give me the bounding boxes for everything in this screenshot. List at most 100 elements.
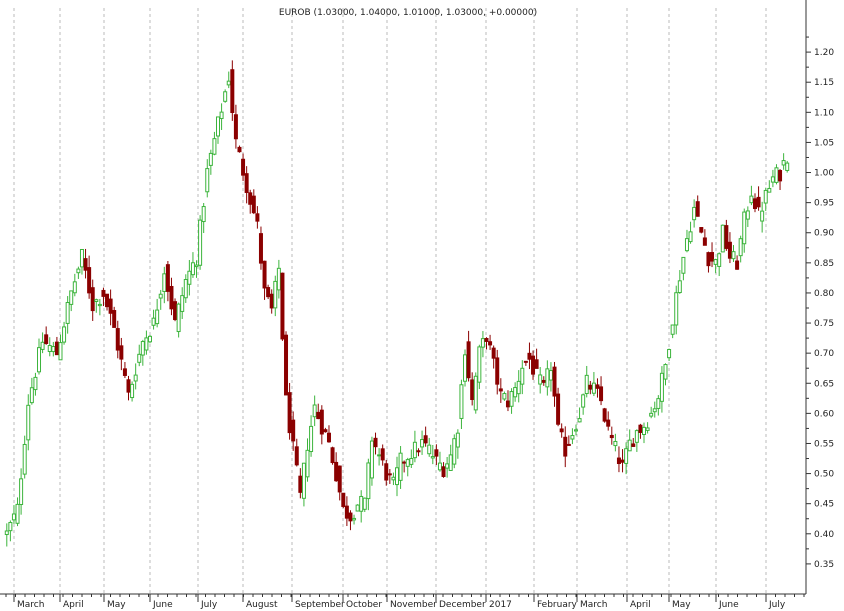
candle <box>330 446 335 465</box>
candle <box>695 195 700 217</box>
candle <box>459 379 464 430</box>
candle <box>713 258 718 274</box>
candle <box>702 229 707 246</box>
candle <box>301 462 306 507</box>
y-tick-label: 0.80 <box>814 289 834 299</box>
candle <box>760 201 765 233</box>
y-tick-label: 0.35 <box>814 560 834 570</box>
candle <box>180 287 185 319</box>
candle <box>355 504 360 512</box>
y-tick-label: 0.70 <box>814 349 834 359</box>
candle <box>151 309 156 330</box>
candle <box>58 334 63 361</box>
candle <box>147 334 152 344</box>
candle <box>448 444 453 471</box>
candle <box>377 448 382 466</box>
candle <box>556 387 561 427</box>
candle <box>223 89 228 103</box>
candle <box>441 462 446 478</box>
candle <box>44 326 49 345</box>
candle <box>312 395 317 427</box>
candle <box>670 324 675 339</box>
candle <box>241 153 246 182</box>
candle <box>122 362 127 379</box>
candle <box>366 458 371 511</box>
candle <box>140 339 145 366</box>
candle <box>62 321 67 345</box>
candle <box>4 523 9 547</box>
candle <box>69 290 74 312</box>
y-tick-label: 0.85 <box>814 259 834 269</box>
candle <box>309 415 314 457</box>
candle <box>688 221 693 244</box>
candle <box>502 391 507 401</box>
candle <box>495 349 500 395</box>
candle <box>26 394 31 451</box>
candle <box>649 406 654 419</box>
candle <box>11 505 16 524</box>
month-label: June <box>152 600 173 610</box>
candle <box>90 279 95 321</box>
y-tick-label: 1.05 <box>814 138 834 148</box>
candle <box>298 468 303 499</box>
candle <box>183 274 188 303</box>
candle <box>609 426 614 445</box>
candle <box>244 166 249 204</box>
candle <box>359 490 364 523</box>
candle <box>65 296 70 334</box>
candle <box>115 320 120 359</box>
candle <box>573 424 578 436</box>
candle <box>470 372 475 406</box>
candle <box>287 382 292 440</box>
candle <box>176 302 181 338</box>
candle <box>230 60 235 121</box>
candle <box>173 298 178 322</box>
candle <box>638 423 643 439</box>
candle <box>344 496 349 527</box>
candle <box>677 270 682 294</box>
candle <box>280 272 285 341</box>
candle <box>258 226 263 270</box>
candle <box>681 256 686 281</box>
candle <box>488 334 493 350</box>
candle <box>752 193 757 213</box>
candle <box>380 444 385 466</box>
candle <box>37 338 42 375</box>
candle <box>710 242 715 268</box>
candle <box>674 285 679 335</box>
candle <box>484 337 489 350</box>
candle <box>412 430 417 463</box>
candle <box>326 425 331 443</box>
candle <box>498 378 503 403</box>
candle <box>602 407 607 423</box>
candle <box>659 366 664 413</box>
candle <box>165 260 170 302</box>
candle <box>577 407 582 423</box>
candle <box>423 426 428 447</box>
candle <box>384 459 389 486</box>
candle <box>505 390 510 412</box>
candle <box>656 395 661 416</box>
candle <box>706 251 711 273</box>
month-label: June <box>718 600 739 610</box>
candle <box>538 367 543 394</box>
candle <box>767 180 772 193</box>
y-tick-label: 0.40 <box>814 530 834 540</box>
candle <box>169 277 174 316</box>
candle <box>420 430 425 455</box>
month-label: July <box>768 600 786 610</box>
candle <box>559 423 564 438</box>
candle <box>616 446 621 473</box>
candle <box>79 248 84 275</box>
candle <box>126 375 131 401</box>
candle <box>634 429 639 452</box>
candle <box>155 298 160 328</box>
candle <box>373 432 378 455</box>
candle <box>631 438 636 447</box>
candle <box>205 159 210 198</box>
candle <box>738 235 743 263</box>
candle <box>531 350 536 380</box>
candle <box>437 451 442 472</box>
candle <box>334 452 339 482</box>
candle <box>642 422 647 444</box>
